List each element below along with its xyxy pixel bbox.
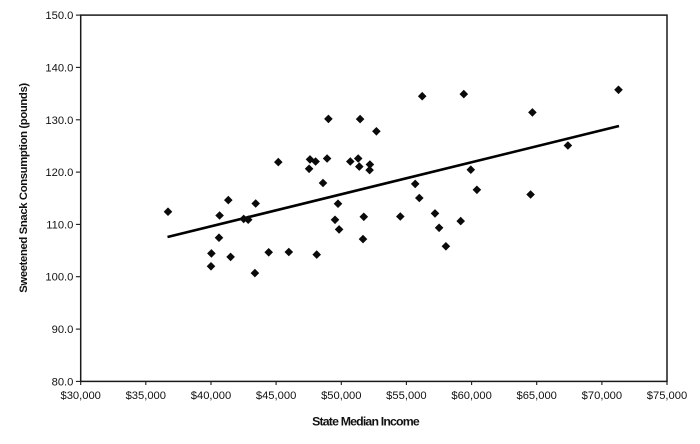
svg-text:$65,000: $65,000 — [516, 390, 556, 402]
svg-text:80.0: 80.0 — [52, 376, 74, 388]
svg-text:90.0: 90.0 — [52, 324, 74, 336]
svg-text:State Median Income: State Median Income — [312, 414, 420, 428]
svg-text:$30,000: $30,000 — [60, 390, 100, 402]
svg-text:$60,000: $60,000 — [451, 390, 491, 402]
svg-text:$75,000: $75,000 — [647, 390, 687, 402]
svg-text:150.0: 150.0 — [45, 10, 73, 22]
svg-text:$45,000: $45,000 — [256, 390, 296, 402]
svg-text:$70,000: $70,000 — [582, 390, 622, 402]
svg-text:120.0: 120.0 — [45, 167, 73, 179]
svg-text:100.0: 100.0 — [45, 272, 73, 284]
svg-text:$50,000: $50,000 — [321, 390, 361, 402]
svg-text:$55,000: $55,000 — [386, 390, 426, 402]
svg-text:110.0: 110.0 — [46, 219, 73, 231]
svg-text:130.0: 130.0 — [45, 115, 73, 127]
svg-text:Sweetened Snack Consumption (p: Sweetened Snack Consumption (pounds) — [18, 83, 30, 293]
svg-text:$35,000: $35,000 — [126, 390, 166, 402]
svg-text:140.0: 140.0 — [45, 62, 73, 74]
svg-text:$40,000: $40,000 — [191, 390, 231, 402]
